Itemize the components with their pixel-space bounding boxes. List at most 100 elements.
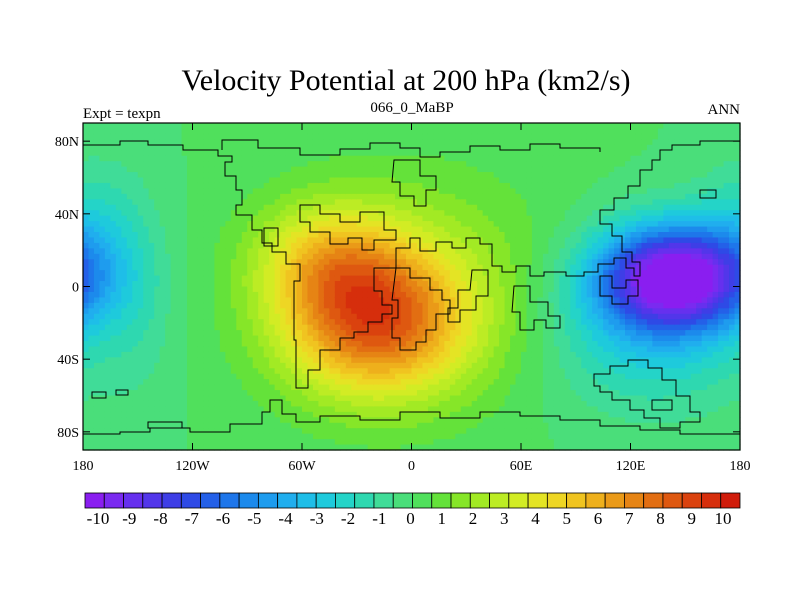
field-cell <box>159 264 166 271</box>
field-cell <box>154 400 161 407</box>
field-cell <box>192 395 199 402</box>
field-cell <box>406 395 413 402</box>
field-cell <box>121 139 128 146</box>
field-cell <box>531 373 539 380</box>
field-cell <box>241 400 248 407</box>
field-cell <box>384 193 391 200</box>
field-cell <box>126 384 133 391</box>
field-cell <box>510 281 517 288</box>
field-cell <box>526 155 533 162</box>
field-cell <box>302 232 309 239</box>
field-cell <box>258 253 265 260</box>
field-cell <box>302 373 309 380</box>
field-cell <box>170 444 177 451</box>
field-cell <box>176 172 183 179</box>
field-cell <box>460 172 467 179</box>
field-cell <box>99 128 106 135</box>
field-cell <box>121 406 128 413</box>
field-cell <box>345 297 352 304</box>
field-cell <box>197 128 205 135</box>
field-cell <box>444 286 451 293</box>
field-cell <box>488 341 495 348</box>
field-cell <box>515 417 522 424</box>
field-cell <box>323 237 330 244</box>
field-cell <box>362 182 369 189</box>
field-cell <box>329 330 336 337</box>
field-cell <box>499 379 506 386</box>
field-cell <box>493 335 500 342</box>
field-cell <box>181 172 188 179</box>
field-cell <box>521 313 528 320</box>
field-cell <box>488 161 495 168</box>
field-cell <box>176 286 183 293</box>
field-cell <box>104 319 111 326</box>
field-cell <box>351 281 358 288</box>
field-cell <box>460 341 467 348</box>
field-cell <box>323 384 330 391</box>
field-cell <box>493 242 500 249</box>
field-cell <box>531 139 539 146</box>
field-cell <box>312 215 320 222</box>
field-cell <box>230 335 237 342</box>
field-cell <box>236 422 243 429</box>
field-cell <box>531 188 539 195</box>
field-cell <box>471 330 478 337</box>
field-cell <box>165 161 172 168</box>
field-cell <box>187 308 194 315</box>
field-cell <box>192 373 199 380</box>
field-cell <box>531 411 539 418</box>
field-cell <box>340 253 347 260</box>
field-cell <box>104 128 111 135</box>
field-cell <box>181 286 188 293</box>
field-cell <box>318 210 325 217</box>
field-cell <box>88 433 95 440</box>
field-cell <box>345 411 352 418</box>
field-cell <box>104 390 111 397</box>
field-cell <box>126 215 133 222</box>
field-cell <box>208 275 215 282</box>
field-cell <box>121 204 128 211</box>
field-cell <box>411 411 418 418</box>
field-cell <box>143 172 150 179</box>
field-cell <box>345 341 352 348</box>
field-cell <box>537 139 544 146</box>
field-cell <box>515 128 522 135</box>
field-cell <box>296 319 303 326</box>
field-cell <box>99 297 106 304</box>
field-cell <box>449 341 456 348</box>
field-cell <box>236 199 243 206</box>
field-cell <box>488 286 495 293</box>
field-cell <box>477 400 484 407</box>
field-cell <box>110 368 117 375</box>
field-cell <box>482 291 489 298</box>
field-cell <box>263 406 270 413</box>
field-cell <box>389 128 396 135</box>
field-cell <box>504 308 511 315</box>
field-cell <box>521 182 528 189</box>
field-cell <box>236 417 243 424</box>
field-cell <box>362 275 369 282</box>
field-cell <box>373 362 380 369</box>
field-cell <box>323 346 330 353</box>
field-cell <box>510 373 517 380</box>
field-cell <box>170 264 177 271</box>
field-cell <box>154 177 161 184</box>
field-cell <box>362 362 369 369</box>
field-cell <box>406 166 413 173</box>
field-cell <box>488 324 495 331</box>
field-cell <box>373 341 380 348</box>
field-cell <box>406 161 413 168</box>
field-cell <box>252 199 259 206</box>
field-cell <box>208 232 215 239</box>
field-cell <box>438 341 445 348</box>
field-cell <box>197 133 205 140</box>
field-cell <box>170 232 177 239</box>
field-cell <box>460 166 467 173</box>
field-cell <box>438 390 445 397</box>
field-cell <box>176 281 183 288</box>
field-cell <box>83 150 90 157</box>
field-cell <box>165 341 172 348</box>
field-cell <box>214 133 221 140</box>
field-cell <box>367 123 374 130</box>
field-cell <box>334 379 341 386</box>
